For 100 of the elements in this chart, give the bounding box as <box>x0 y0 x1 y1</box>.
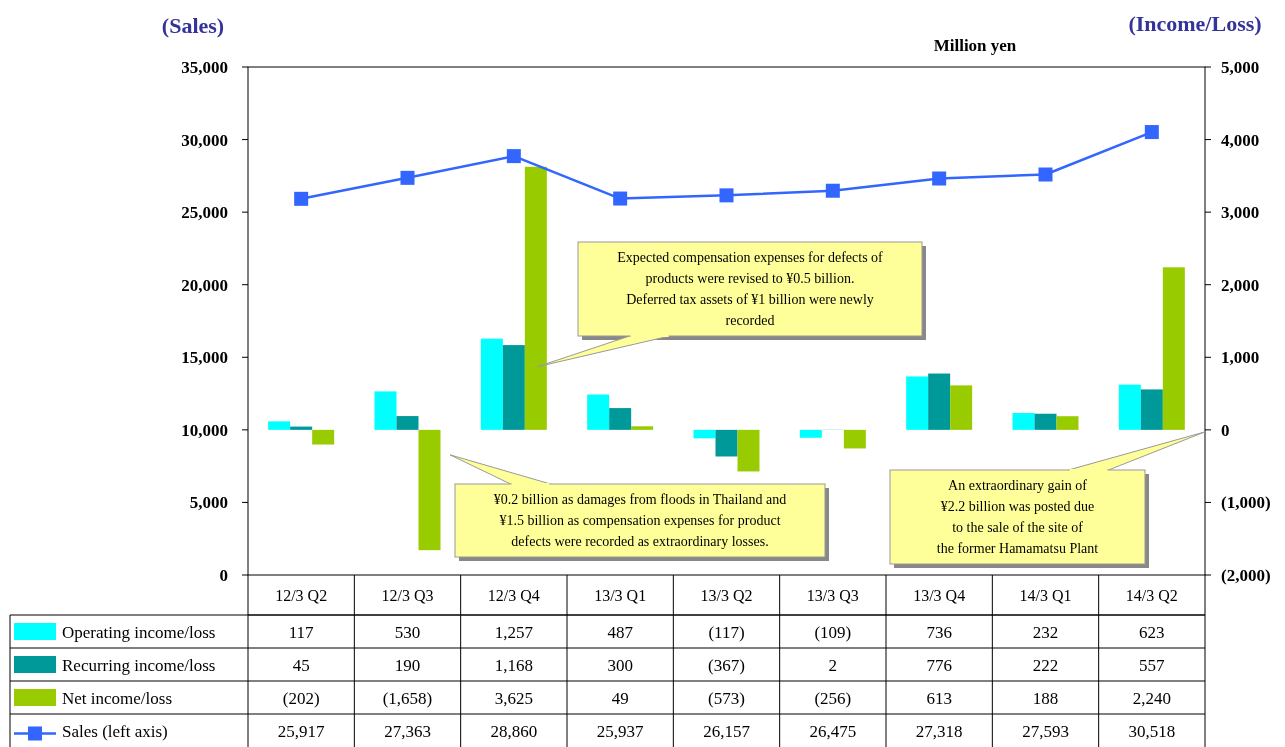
x-tick-label: 13/3 Q2 <box>700 587 753 604</box>
data-label: (117) <box>708 622 745 642</box>
x-tick-label: 13/3 Q4 <box>913 587 966 604</box>
annotation: ¥0.2 billion as damages from floods in Thailand and ¥1.5 billion as compensation expenses for product defects were recorded as extraordinary losses. <box>493 492 787 549</box>
y-tick-label: 20,000 <box>181 275 228 295</box>
bar <box>1034 413 1057 430</box>
bar <box>418 429 441 551</box>
bar <box>290 426 313 430</box>
data-label: 613 <box>926 688 952 708</box>
data-label: 30,518 <box>1128 721 1176 741</box>
data-label: 623 <box>1139 622 1165 642</box>
y-tick-label: 15,000 <box>181 348 228 368</box>
y-axis-title: (Sales) <box>161 13 225 38</box>
bar <box>524 166 547 430</box>
point <box>719 188 734 203</box>
data-label: 27,363 <box>384 721 431 741</box>
y2-tick-label: 2,000 <box>1221 275 1260 295</box>
y2-tick-label: (1,000) <box>1221 493 1271 513</box>
bar <box>928 373 951 430</box>
y2-tick-label: (2,000) <box>1221 565 1271 585</box>
data-label: 2,240 <box>1132 688 1171 708</box>
legend-label: Operating income/loss <box>62 622 216 642</box>
bar <box>1140 389 1163 430</box>
data-label: 190 <box>394 655 421 675</box>
y-tick-label: 30,000 <box>181 130 228 150</box>
data-label: 26,475 <box>809 721 857 741</box>
data-label: 28,860 <box>490 721 538 741</box>
data-label: (573) <box>708 688 745 708</box>
bar <box>715 429 738 457</box>
legend-label: Net income/loss <box>62 688 173 708</box>
data-label: 222 <box>1032 655 1059 675</box>
y2-tick-label: 1,000 <box>1221 348 1260 368</box>
bar <box>609 408 632 430</box>
point <box>613 191 628 206</box>
data-label: 530 <box>394 622 421 642</box>
x-tick-label: 12/3 Q3 <box>381 587 434 604</box>
bar <box>950 385 973 430</box>
point <box>1038 167 1053 182</box>
y-tick-label: 10,000 <box>181 420 228 440</box>
annotation: Expected compensation expenses for defects of products were revised to ¥0.5 billion. Deferred tax assets of ¥1 billion were newly recorded <box>617 250 884 328</box>
bar <box>1012 413 1035 430</box>
x-tick-label: 14/3 Q2 <box>1125 587 1178 604</box>
y2-tick-label: 5,000 <box>1221 57 1260 77</box>
y2-tick-label: 4,000 <box>1221 130 1260 150</box>
bar <box>502 345 525 430</box>
data-label: 188 <box>1032 688 1059 708</box>
data-label: 49 <box>611 688 629 708</box>
data-label: 45 <box>292 655 310 675</box>
y2-tick-label: 3,000 <box>1221 203 1260 223</box>
point <box>400 170 415 185</box>
bar <box>906 376 929 430</box>
data-label: (1,658) <box>382 688 433 708</box>
legend-label: Recurring income/loss <box>62 655 216 675</box>
bar <box>374 391 397 430</box>
x-tick-label: 12/3 Q2 <box>275 587 328 604</box>
data-label: (202) <box>282 688 320 708</box>
point <box>932 171 947 186</box>
chart-subtitle: Million yen <box>933 36 1017 55</box>
bar <box>1162 267 1185 430</box>
annotation: An extraordinary gain of ¥2.2 billion was posted due to the sale of the site of the former Hamamatsu Plant <box>936 478 1099 556</box>
y-tick-label: 35,000 <box>181 57 228 77</box>
bar <box>1118 384 1141 430</box>
y-tick-label: 0 <box>219 565 228 585</box>
x-tick-label: 12/3 Q4 <box>487 587 540 604</box>
data-label: 27,593 <box>1022 721 1069 741</box>
point <box>825 183 840 198</box>
data-label: 117 <box>288 622 315 642</box>
data-label: 487 <box>607 622 634 642</box>
bar <box>631 426 654 430</box>
y2-axis-title: (Income/Loss) <box>1128 11 1262 36</box>
data-label: 300 <box>607 655 633 675</box>
data-label: 26,157 <box>703 721 751 741</box>
bar <box>1056 416 1079 430</box>
data-label: 25,937 <box>596 721 645 741</box>
bar <box>312 429 335 445</box>
y-tick-label: 25,000 <box>181 203 228 223</box>
data-label: (109) <box>814 622 852 642</box>
data-label: (256) <box>814 688 852 708</box>
data-label: (367) <box>708 655 745 675</box>
point <box>506 149 521 164</box>
y2-tick-label: 0 <box>1221 420 1230 440</box>
point <box>294 191 309 206</box>
x-tick-label: 13/3 Q3 <box>806 587 859 604</box>
bar <box>799 429 822 438</box>
y-tick-label: 5,000 <box>189 493 228 513</box>
x-tick-label: 13/3 Q1 <box>594 587 647 604</box>
data-label: 1,168 <box>494 655 533 675</box>
bar <box>587 394 610 430</box>
data-label: 27,318 <box>915 721 963 741</box>
bar <box>843 429 866 449</box>
data-label: 232 <box>1032 622 1059 642</box>
data-label: 776 <box>926 655 952 675</box>
data-label: 557 <box>1139 655 1166 675</box>
bar <box>480 338 503 430</box>
bar <box>737 429 760 472</box>
data-label: 3,625 <box>494 688 533 708</box>
data-label: 736 <box>926 622 952 642</box>
bar <box>693 429 716 439</box>
data-label: 25,917 <box>277 721 326 741</box>
bar <box>396 416 419 430</box>
